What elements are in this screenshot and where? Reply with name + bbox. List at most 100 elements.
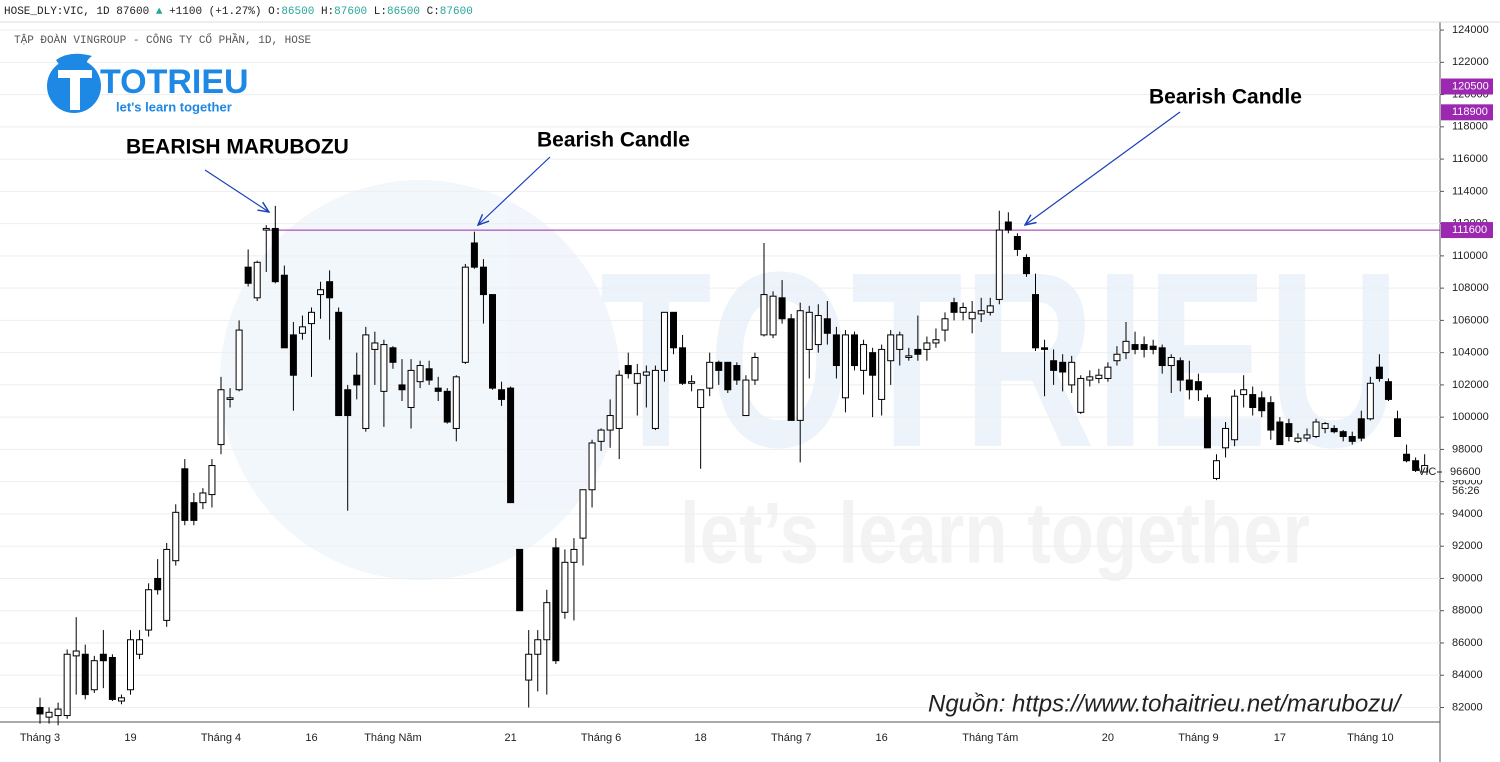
- candle-body: [832, 334, 840, 367]
- candle-body: [217, 389, 225, 446]
- candle-body: [1086, 376, 1094, 381]
- candle-body: [1167, 356, 1175, 367]
- candle-body: [715, 361, 723, 371]
- x-tick-label: Tháng Năm: [364, 732, 421, 744]
- candle-body: [1303, 434, 1311, 439]
- candle-body: [1312, 421, 1320, 438]
- y-tick-label: 90000: [1452, 572, 1483, 584]
- candle-body: [778, 297, 786, 320]
- x-tick-label: 21: [504, 732, 516, 744]
- candle-body: [1384, 381, 1392, 400]
- candle-body: [407, 369, 415, 408]
- candle-body: [896, 334, 904, 350]
- candle-body: [108, 656, 116, 700]
- y-tick-label: 124000: [1452, 24, 1489, 36]
- header-low: 86500: [387, 6, 420, 18]
- candle-body: [1194, 381, 1202, 391]
- candle-body: [1421, 465, 1429, 473]
- candle-body: [1321, 423, 1329, 429]
- candle-body: [190, 502, 198, 521]
- candle-body: [796, 310, 804, 421]
- header-arrow: ▲: [156, 6, 163, 18]
- candle-body: [561, 561, 569, 613]
- candle-body: [1240, 389, 1248, 396]
- candle-body: [434, 387, 442, 392]
- candle-body: [805, 311, 813, 350]
- y-tick-label: 86000: [1452, 637, 1483, 649]
- candle-body: [995, 229, 1003, 300]
- candle-body: [1122, 340, 1130, 354]
- x-tick-label: 16: [876, 732, 888, 744]
- annotation-arrow: [478, 156, 551, 225]
- candle-body: [1213, 460, 1220, 479]
- countdown: 56:26: [1452, 485, 1480, 497]
- candle-body: [1203, 397, 1211, 449]
- candle-body: [1231, 395, 1239, 441]
- candle-body: [280, 274, 288, 349]
- candle-body: [1330, 427, 1338, 433]
- candle-body: [362, 334, 370, 429]
- candle-body: [1412, 460, 1420, 471]
- y-tick-label: 118000: [1452, 121, 1488, 133]
- candle-body: [606, 415, 614, 431]
- candle-body: [380, 344, 388, 392]
- candle-body: [308, 311, 315, 325]
- annotation-arrow: [1025, 111, 1181, 225]
- candle-body: [742, 379, 750, 417]
- candle-body: [651, 369, 659, 429]
- candle-body: [289, 334, 297, 376]
- candle-body: [787, 318, 795, 421]
- annotation: Bearish Candle: [537, 129, 690, 152]
- candle-body: [1077, 377, 1085, 413]
- x-tick-label: Tháng 10: [1347, 732, 1393, 744]
- candle-body: [1294, 437, 1302, 442]
- candle-body: [317, 289, 325, 296]
- y-tick-label: 82000: [1452, 701, 1483, 713]
- candle-body: [443, 390, 451, 423]
- candle-body: [226, 397, 234, 400]
- logo: TOTRIEU let's learn together: [47, 53, 249, 114]
- source-note: Nguồn: https://www.tohaitrieu.net/marubo…: [928, 690, 1403, 717]
- last-price-badge: [1441, 464, 1499, 480]
- candle-body: [1394, 418, 1401, 438]
- candle-body: [1095, 374, 1103, 379]
- x-tick-label: Tháng 7: [771, 732, 811, 744]
- candle-body: [326, 281, 334, 299]
- candle-body: [117, 697, 125, 702]
- candle-body: [154, 577, 162, 591]
- header-open-label: O:: [268, 6, 281, 18]
- annotation: BEARISH MARUBOZU: [126, 136, 349, 159]
- candle-body: [489, 294, 496, 389]
- candle-body: [814, 315, 822, 346]
- price-badge-label: 120500: [1452, 80, 1489, 92]
- candle-body: [298, 326, 306, 334]
- candle-body: [271, 227, 279, 283]
- candle-body: [941, 318, 949, 331]
- candle-body: [470, 242, 478, 268]
- y-tick-label: 110000: [1452, 250, 1488, 262]
- candle-body: [1104, 366, 1112, 379]
- candle-body: [660, 311, 668, 371]
- y-tick-label: 102000: [1452, 379, 1489, 391]
- logo-title: TOTRIEU: [100, 63, 249, 101]
- annotation: Bearish Candle: [1149, 86, 1302, 109]
- candle-body: [1149, 345, 1157, 350]
- candle-body: [1348, 436, 1356, 442]
- candle-body: [733, 365, 741, 381]
- header-close: 87600: [440, 6, 473, 18]
- candle-body: [977, 310, 985, 315]
- candle-body: [769, 295, 777, 336]
- y-tick-label: 122000: [1452, 56, 1489, 68]
- y-tick-label: 106000: [1452, 314, 1489, 326]
- candle-body: [36, 706, 44, 715]
- candle-body: [688, 381, 696, 384]
- candle-body: [905, 355, 913, 358]
- candle-body: [54, 708, 62, 717]
- candle-body: [389, 347, 397, 363]
- header: HOSE_DLY:VIC, 1D 87600 ▲ +1100 (+1.27%) …: [4, 6, 473, 18]
- candle-body: [1185, 379, 1193, 391]
- last-price-symbol: VIC: [1418, 466, 1436, 478]
- candle-body: [416, 365, 424, 383]
- candle-body: [99, 653, 107, 662]
- header-high: 87600: [334, 6, 367, 18]
